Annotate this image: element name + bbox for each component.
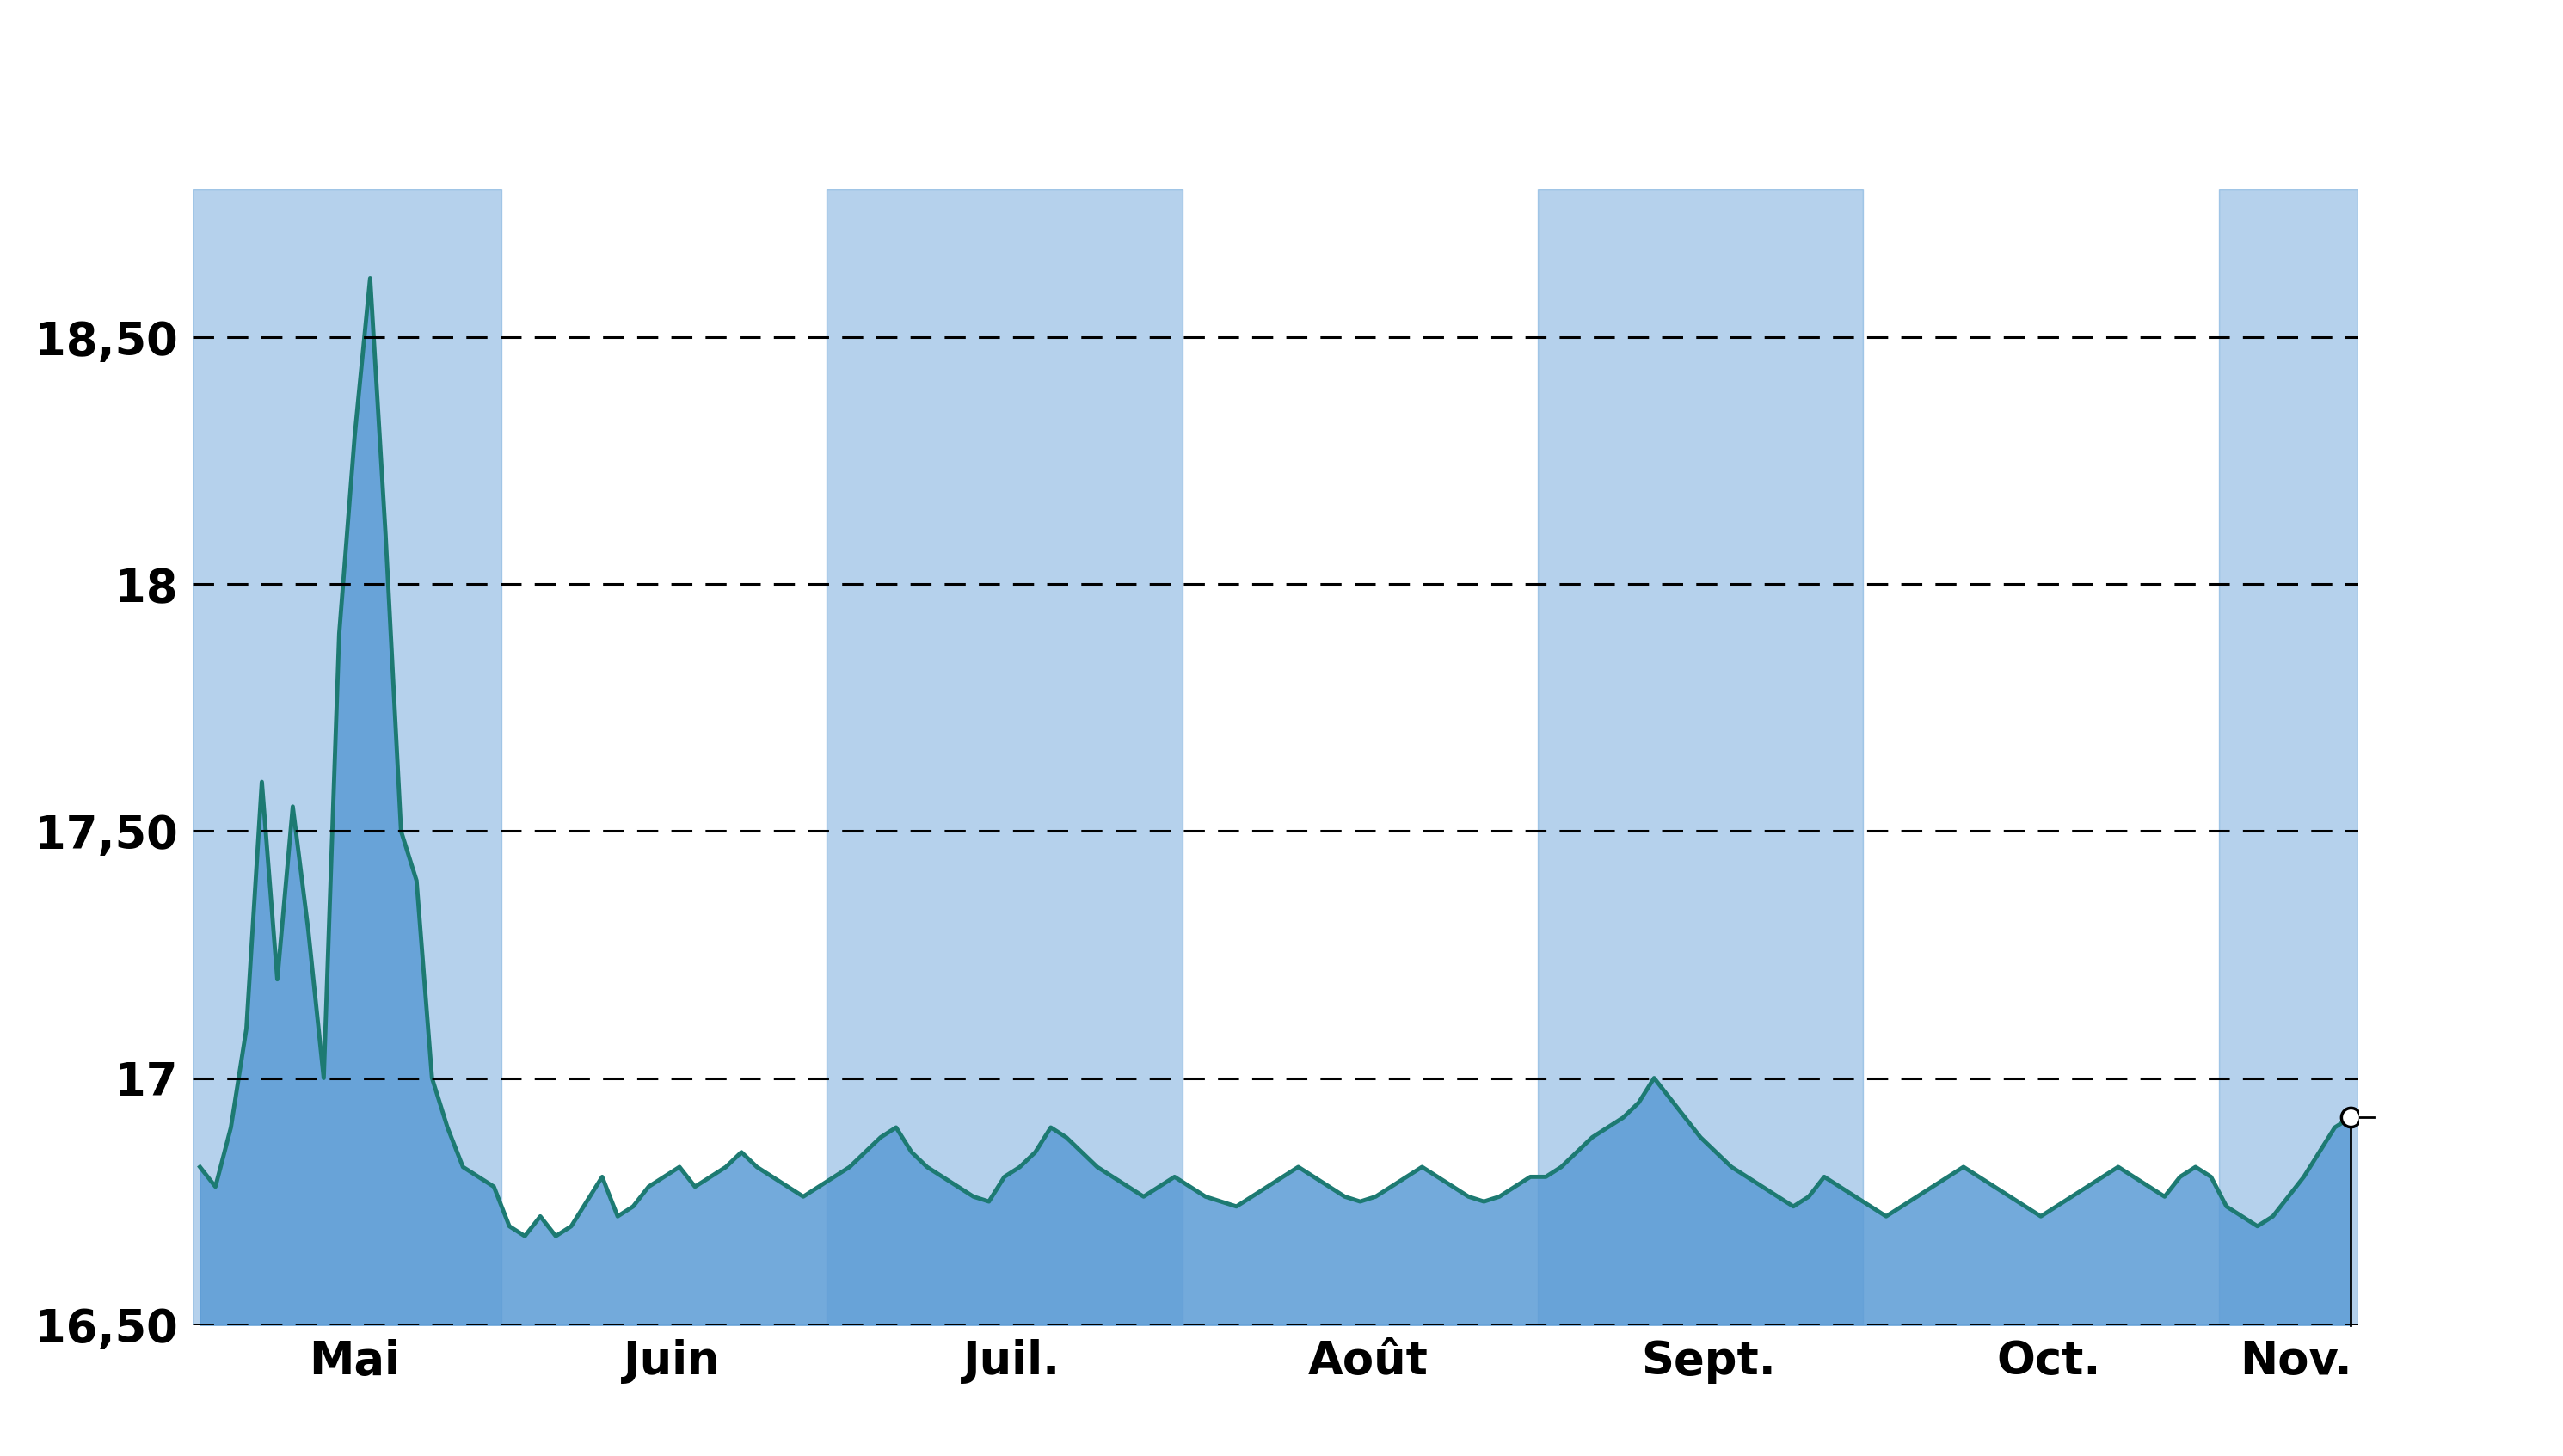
Bar	[825, 189, 1182, 1325]
Bar	[192, 189, 502, 1325]
Bar	[1538, 189, 1863, 1325]
Text: Hamburger Hafen und Logistik AG: Hamburger Hafen und Logistik AG	[474, 44, 2089, 124]
Bar	[2220, 189, 2358, 1325]
